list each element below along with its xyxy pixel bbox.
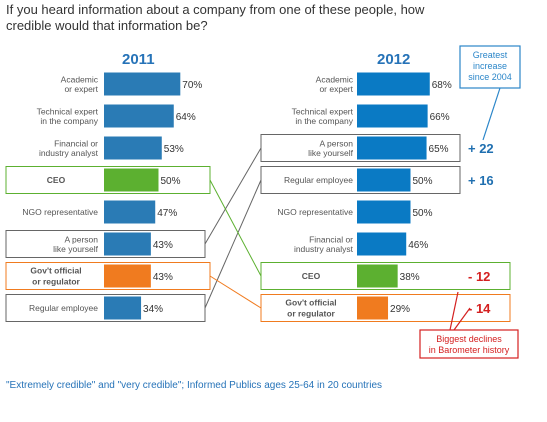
value-label-financial-or-industry-analyst: 53% [164, 144, 184, 155]
category-label-a-person-like-yourself: A person like yourself [308, 138, 354, 158]
category-label-technical-expert-in-the-company: Technical expert in the company [292, 106, 354, 126]
category-label-ceo: CEO [302, 271, 321, 281]
value-label-technical-expert-in-the-company: 66% [430, 112, 450, 123]
category-label-ceo: CEO [47, 175, 66, 185]
category-label-financial-or-industry-analyst: Financial or industry analyst [294, 234, 354, 254]
value-label-financial-or-industry-analyst: 46% [408, 240, 428, 251]
decline-callout-line-2: in Barometer history [429, 345, 510, 355]
value-label-ngo-representative: 50% [413, 208, 433, 219]
category-label-ngo-representative: NGO representative [277, 207, 353, 217]
bar-academic-or-expert [357, 72, 430, 96]
connector-ceo [209, 179, 262, 277]
bar-ngo-representative [357, 200, 411, 224]
value-label-gov-t-official-or-regulator: 29% [390, 304, 410, 315]
value-label-ceo: 38% [400, 272, 420, 283]
question-line-1: If you heard information about a company… [6, 2, 425, 17]
category-label-technical-expert-in-the-company: Technical expert in the company [37, 106, 99, 126]
value-label-regular-employee: 50% [413, 176, 433, 187]
biggest-declines-callout: Biggest declines in Barometer history [419, 291, 519, 359]
bar-financial-or-industry-analyst [357, 232, 407, 256]
category-label-ngo-representative: NGO representative [22, 207, 98, 217]
year-title-2011: 2011 [122, 51, 155, 68]
decline-callout-pointer-2 [453, 307, 471, 331]
bar-technical-expert-in-the-company [104, 104, 174, 128]
bar-technical-expert-in-the-company [357, 104, 428, 128]
category-label-regular-employee: Regular employee [29, 303, 98, 313]
connector-lines [204, 147, 262, 309]
highlight-box-a-person-like-yourself [5, 230, 206, 258]
bar-gov-t-official-or-regulator [357, 296, 389, 320]
panel-2012: 2012 Academic or expert 68% Technical expert… [260, 51, 511, 322]
bar-academic-or-expert [104, 72, 181, 96]
increase-callout-line-3: since 2004 [468, 72, 512, 82]
highlight-box-gov-t-official-or-regulator [260, 294, 511, 322]
change-label-a-person-like-yourself: + 22 [468, 141, 494, 156]
bar-gov-t-official-or-regulator [104, 264, 151, 288]
highlight-box-ceo [5, 166, 211, 194]
change-label-regular-employee: + 16 [468, 173, 494, 188]
category-label-gov-t-official-or-regulator: Gov't official or regulator [285, 298, 336, 319]
connector-gov-t-official-or-regulator [209, 275, 262, 309]
greatest-increase-callout: Greatest increase since 2004 [459, 45, 521, 141]
panel-2011: 2011 Academic or expert 70% Technical expert… [5, 51, 211, 322]
category-label-financial-or-industry-analyst: Financial or industry analyst [39, 138, 99, 158]
category-label-regular-employee: Regular employee [284, 175, 353, 185]
change-label-ceo: - 12 [468, 269, 490, 284]
category-label-academic-or-expert: Academic or expert [316, 74, 354, 94]
category-label-a-person-like-yourself: A person like yourself [53, 234, 99, 254]
bar-a-person-like-yourself [104, 232, 151, 256]
change-label-gov-t-official-or-regulator: - 14 [468, 301, 491, 316]
highlight-box-a-person-like-yourself [260, 134, 461, 162]
bar-a-person-like-yourself [357, 136, 427, 160]
value-label-ceo: 50% [161, 176, 181, 187]
increase-callout-box [459, 45, 521, 89]
value-label-ngo-representative: 47% [157, 208, 177, 219]
bar-ceo [357, 264, 398, 288]
question-line-2: credible would that information be? [6, 18, 208, 33]
decline-callout-pointer-1 [449, 291, 459, 331]
value-label-a-person-like-yourself: 65% [429, 144, 449, 155]
bar-ceo [104, 168, 159, 192]
value-label-gov-t-official-or-regulator: 43% [153, 272, 173, 283]
value-label-academic-or-expert: 70% [182, 80, 202, 91]
bar-regular-employee [104, 296, 142, 320]
bar-financial-or-industry-analyst [104, 136, 162, 160]
value-label-regular-employee: 34% [143, 304, 163, 315]
decline-callout-box [419, 329, 519, 359]
increase-callout-line-2: increase [473, 61, 507, 71]
value-label-a-person-like-yourself: 43% [153, 240, 173, 251]
year-title-2012: 2012 [377, 51, 410, 68]
highlight-box-regular-employee [5, 294, 206, 322]
connector-a-person-like-yourself [204, 147, 262, 245]
highlight-box-regular-employee [260, 166, 461, 194]
decline-callout-line-1: Biggest declines [436, 334, 502, 344]
highlight-box-ceo [260, 262, 511, 290]
highlight-box-gov-t-official-or-regulator [5, 262, 211, 290]
increase-callout-pointer [482, 87, 501, 141]
bar-regular-employee [357, 168, 411, 192]
category-label-gov-t-official-or-regulator: Gov't official or regulator [30, 266, 81, 287]
bar-ngo-representative [104, 200, 156, 224]
connector-regular-employee [204, 179, 262, 309]
footnote: "Extremely credible" and "very credible"… [6, 380, 382, 391]
increase-callout-line-1: Greatest [473, 50, 508, 60]
value-label-academic-or-expert: 68% [432, 80, 452, 91]
category-label-academic-or-expert: Academic or expert [61, 74, 99, 94]
value-label-technical-expert-in-the-company: 64% [176, 112, 196, 123]
